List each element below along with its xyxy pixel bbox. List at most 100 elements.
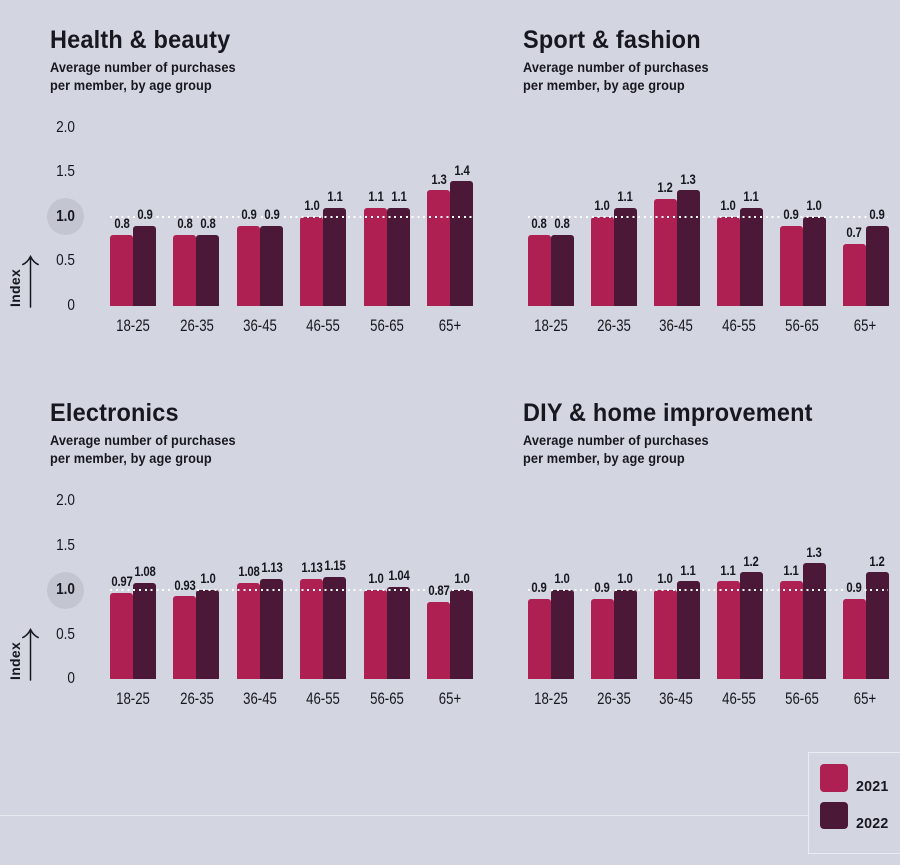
bar-2021-18-25 [527, 234, 551, 306]
bar-2021-18-25 [110, 592, 133, 680]
chart-subtitle-line-2: per member, by age group [50, 450, 212, 467]
category-label-65+: 65+ [438, 689, 462, 708]
bar-2021-56-65 [364, 207, 387, 306]
bar-2022-18-25 [133, 225, 156, 306]
bar-value-2022-26-35: 1.0 [617, 571, 633, 587]
chart-title: DIY & home improvement [522, 399, 813, 428]
bar-value-2022-65+: 1.4 [453, 162, 470, 178]
bar-2022-18-25 [133, 582, 156, 680]
chart-subtitle: Average number of purchases per member, b… [50, 60, 236, 95]
category-label-26-35: 26-35 [179, 316, 214, 335]
bar-2021-46-55 [716, 216, 740, 306]
y-tick-label: 0.5 [56, 252, 75, 270]
bar-2022-36-45 [260, 578, 283, 680]
bar-2022-46-55 [323, 207, 346, 306]
category-label-46-55: 46-55 [306, 689, 341, 708]
bar-2022-46-55 [739, 207, 763, 306]
reference-dotted-line [110, 215, 474, 218]
bar-value-2021-18-25: 0.97 [110, 574, 133, 590]
bar-value-2021-26-35: 0.93 [173, 577, 196, 593]
y-tick-label: 1.5 [56, 536, 75, 554]
bar-2022-46-55 [323, 576, 346, 680]
bar-2022-18-25 [550, 590, 574, 680]
bar-value-2021-46-55: 1.0 [303, 198, 320, 214]
y-tick-label: 2.0 [56, 491, 75, 509]
bar-value-2022-18-25: 1.0 [554, 571, 570, 587]
chart-subtitle-line-1: Average number of purchases [50, 433, 236, 450]
bar-2022-18-25 [550, 234, 574, 306]
bar-2022-26-35 [613, 590, 637, 680]
y-tick-label: 1.0 [56, 207, 75, 225]
y-tick-label: 1.0 [56, 581, 75, 599]
bar-2022-26-35 [613, 207, 637, 306]
category-label-46-55: 46-55 [306, 316, 341, 335]
bar-value-2022-26-35: 1.1 [617, 189, 633, 205]
bar-2021-56-65 [364, 590, 387, 680]
bar-2022-56-65 [387, 207, 410, 306]
bar-value-2021-26-35: 1.0 [594, 198, 610, 214]
bar-value-2021-46-55: 1.13 [300, 559, 323, 575]
bar-2022-36-45 [260, 225, 283, 306]
axis-highlight-circle [46, 198, 84, 236]
category-label-18-25: 18-25 [116, 689, 150, 708]
legend-label-2022: 2022 [856, 815, 889, 832]
category-label-56-65: 56-65 [369, 689, 404, 708]
bar-value-2021-18-25: 0.9 [531, 580, 547, 596]
legend-swatch-2022 [820, 801, 848, 829]
bar-value-2022-56-65: 1.0 [806, 198, 822, 214]
bar-value-2022-36-45: 1.3 [680, 171, 696, 187]
legend-item-2021: 2021 [820, 764, 900, 795]
bar-2022-26-35 [196, 234, 219, 306]
chart-subtitle-line-2: per member, by age group [522, 77, 685, 94]
bar-value-2022-56-65: 1.1 [390, 189, 407, 205]
bar-2021-46-55 [716, 581, 740, 680]
bar-value-2022-56-65: 1.3 [806, 544, 822, 560]
y-axis-label: Index [7, 642, 23, 681]
bar-2022-56-65 [387, 586, 410, 680]
y-axis-arrow-icon [22, 627, 40, 681]
bar-2022-65+ [450, 590, 473, 680]
bar-2021-46-55 [300, 216, 323, 306]
legend-label-2021: 2021 [856, 777, 889, 795]
bar-value-2021-56-65: 1.1 [783, 562, 799, 578]
bar-2022-26-35 [196, 590, 219, 680]
bar-value-2021-46-55: 1.0 [720, 198, 736, 214]
chart-subtitle-line-1: Average number of purchases [522, 433, 709, 450]
chart-subtitle-line-1: Average number of purchases [50, 60, 236, 76]
legend: 2021 2022 [808, 752, 900, 854]
bar-2021-26-35 [590, 598, 614, 680]
bar-2021-36-45 [237, 225, 260, 306]
chart-electronics: Electronics Average number of purchases p… [0, 373, 900, 865]
bar-2021-65+ [842, 243, 866, 306]
chart-sport-fashion: Sport & fashion Average number of purcha… [418, 0, 900, 865]
y-tick-label: 0.5 [56, 625, 75, 643]
chart-subtitle-line-1: Average number of purchases [522, 60, 709, 76]
legend-swatch-2021 [820, 764, 848, 792]
bar-value-2022-26-35: 1.0 [199, 571, 216, 587]
divider-line [0, 815, 808, 816]
category-label-65+: 65+ [853, 316, 877, 335]
category-label-56-65: 56-65 [785, 316, 820, 335]
category-label-36-45: 36-45 [659, 316, 694, 335]
y-tick-label: 1.5 [56, 163, 75, 181]
bar-2022-65+ [450, 181, 473, 306]
bar-value-2021-36-45: 1.08 [237, 564, 260, 580]
bar-value-2022-36-45: 0.9 [263, 207, 280, 223]
category-label-36-45: 36-45 [243, 689, 277, 708]
category-label-18-25: 18-25 [533, 689, 568, 708]
y-axis-label: Index [7, 268, 23, 307]
bar-2022-36-45 [676, 581, 700, 680]
bar-value-2021-65+: 0.7 [846, 225, 862, 241]
bar-value-2021-56-65: 1.1 [367, 189, 384, 205]
bar-value-2022-46-55: 1.1 [743, 189, 759, 205]
bar-2022-56-65 [802, 563, 826, 680]
y-tick-label: 0 [67, 670, 75, 688]
bar-2021-26-35 [173, 596, 196, 680]
bar-2021-56-65 [779, 581, 803, 680]
chart-subtitle-line-2: per member, by age group [522, 450, 685, 467]
bar-2021-65+ [427, 190, 450, 306]
bar-value-2022-36-45: 1.1 [680, 562, 696, 578]
bar-value-2022-65+: 1.0 [453, 571, 470, 587]
bar-2021-46-55 [300, 578, 323, 680]
